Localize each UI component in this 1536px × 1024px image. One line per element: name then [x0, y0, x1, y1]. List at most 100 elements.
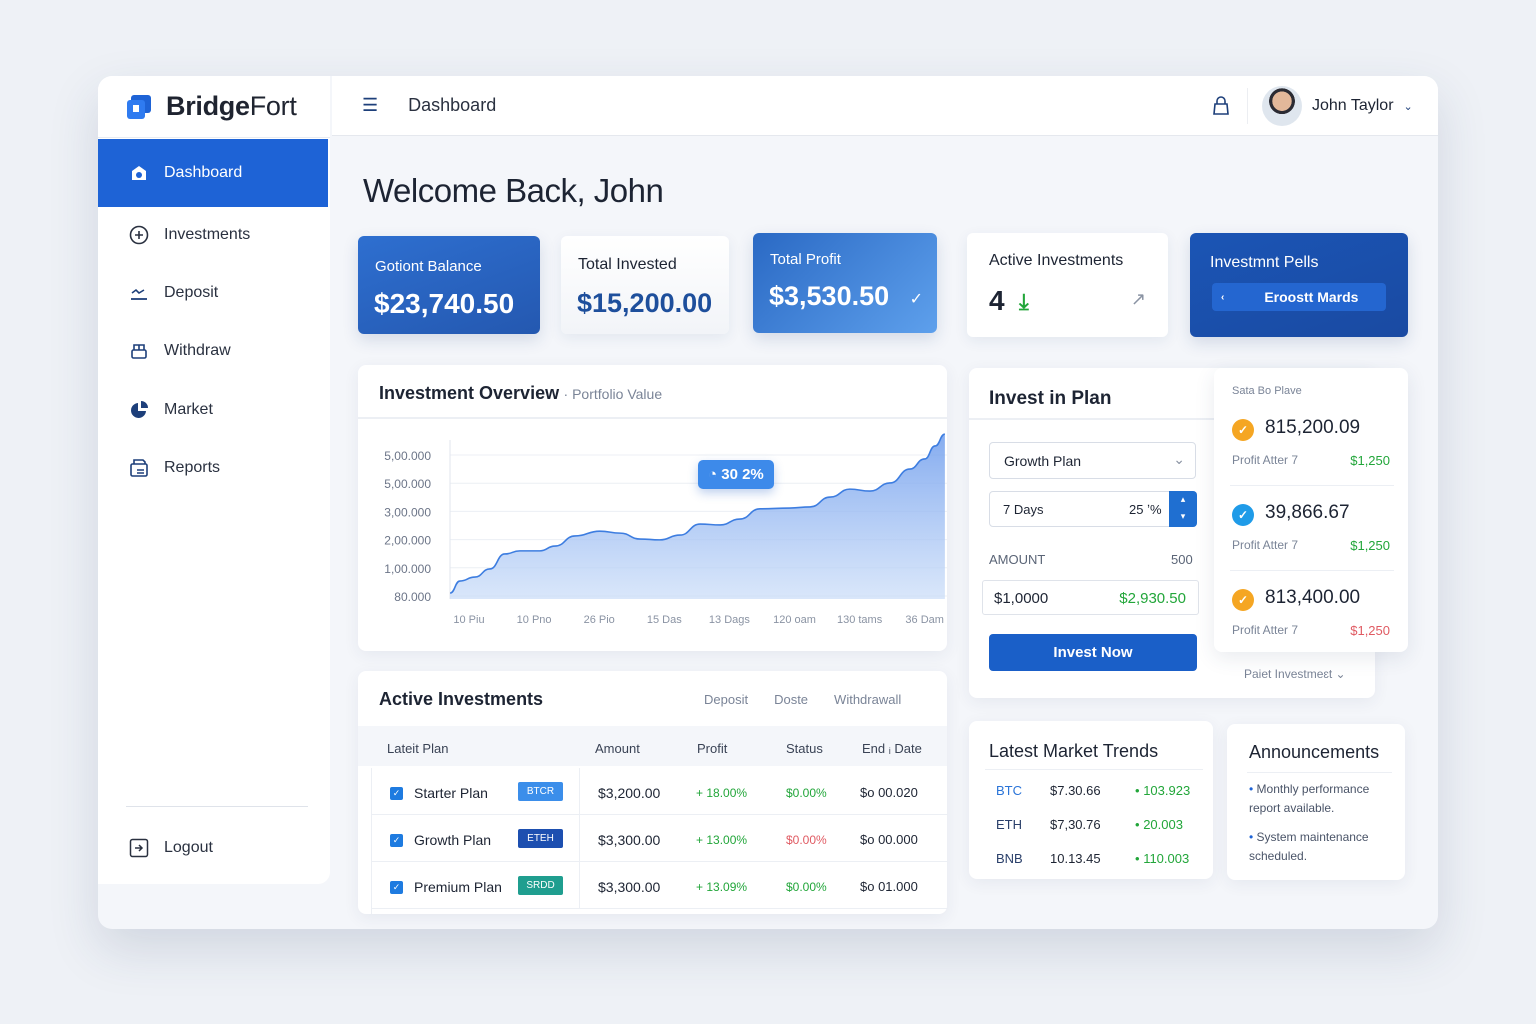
- stat-label: Active Investments: [989, 252, 1124, 269]
- duration-stepper[interactable]: 7 Days 25 ʼ% ▴ ▾: [989, 491, 1197, 527]
- chevron-left-icon: ‹: [1221, 291, 1225, 303]
- x-tick-label: 10 Pno: [517, 614, 552, 626]
- coin-symbol: BTC: [996, 783, 1022, 798]
- x-tick-label: 15 Das: [647, 614, 682, 626]
- check-icon: ✓: [909, 291, 923, 308]
- card-title: Invest in Plan: [989, 388, 1112, 409]
- stat-label: Total Invested: [578, 256, 677, 273]
- stat-value: $15,200.00: [577, 288, 713, 318]
- plan-name: Growth Plan: [414, 832, 492, 848]
- sidebar-item-deposit[interactable]: Deposit: [98, 259, 328, 327]
- brand-name-suffix: Fort: [249, 91, 297, 121]
- x-tick-label: 120 oam: [773, 614, 816, 626]
- end-date-cell: $o 00.020: [860, 785, 918, 800]
- announcement-text: System maintenance scheduled.: [1249, 830, 1369, 863]
- row-checkbox[interactable]: ✓: [390, 834, 403, 847]
- amount-cell: $3,300.00: [598, 879, 661, 895]
- up-dot-icon: •: [1135, 783, 1140, 798]
- plus-circle-icon: [128, 224, 150, 246]
- plan-profit-label: Profit Atter 7: [1232, 538, 1299, 552]
- invest-now-button[interactable]: Invest Now: [989, 634, 1197, 671]
- amount-input[interactable]: $1,0000 $2,930.50: [982, 580, 1199, 615]
- user-menu[interactable]: John Taylor ⌄: [1262, 86, 1413, 126]
- past-investment-link[interactable]: Paiet Investmeɛt ⌄: [1244, 667, 1346, 681]
- logout-button[interactable]: Logout: [98, 814, 328, 882]
- sidebar-item-dashboard[interactable]: Dashboard: [98, 139, 328, 207]
- y-tick-label: 2,00.000: [384, 534, 431, 548]
- table-row[interactable]: ✓ Starter Plan BTCR $3,200.00 + 18.00% $…: [372, 768, 948, 815]
- table-row[interactable]: ✓ Premium Plan SRDD $3,300.00 + 13.09% $…: [372, 862, 948, 909]
- amount-cell: $3,300.00: [598, 832, 661, 848]
- menu-icon[interactable]: ☰: [362, 95, 379, 115]
- row-checkbox[interactable]: ✓: [390, 787, 403, 800]
- x-tick-label: 130 tams: [837, 614, 883, 626]
- coin-symbol: BNB: [996, 851, 1023, 866]
- sidebar-item-investments[interactable]: Investments: [98, 201, 328, 269]
- x-tick-label: 36 Dam: [905, 614, 944, 626]
- sidebar-item-label: Investments: [164, 226, 251, 243]
- avatar: [1262, 86, 1302, 126]
- portfolio-chart: 80.000 1,00.000 2,00.000 3,00.000 5,00.000 5,…: [384, 433, 947, 626]
- announcement-item[interactable]: • System maintenance scheduled.: [1249, 830, 1369, 863]
- card-title: Latest Market Trends: [989, 741, 1159, 761]
- up-dot-icon: •: [1135, 851, 1140, 866]
- stepper-arrows-icon[interactable]: ▴ ▾: [1169, 491, 1197, 527]
- profit-cell: + 18.00%: [696, 786, 748, 800]
- plans-button[interactable]: ‹ Eroostt Mards: [1212, 283, 1386, 311]
- stat-value: $23,740.50: [374, 288, 515, 319]
- sidebar-item-withdraw[interactable]: Withdraw: [98, 317, 328, 385]
- chart-tooltip: ◔ 30 2%: [698, 460, 774, 489]
- bell-icon[interactable]: [1212, 96, 1230, 121]
- area-fill: [450, 434, 945, 599]
- plan-profit-value: $1,250: [1350, 453, 1390, 468]
- coin-price: 10.13.45: [1050, 851, 1101, 866]
- sidebar-item-reports[interactable]: Reports: [98, 434, 328, 502]
- amount-cell: $3,200.00: [598, 785, 661, 801]
- wallet-icon: [128, 340, 150, 362]
- plan-value: 815,200.09: [1265, 417, 1361, 438]
- stat-label: Gotiont Balance: [375, 258, 482, 275]
- active-investments-card: Active Investments Deposit Doste Withdrawa…: [358, 671, 948, 914]
- external-arrow-icon[interactable]: ↗: [1130, 289, 1146, 309]
- stat-label: Total Profit: [770, 251, 841, 268]
- plan-profit-label: Profit Atter 7: [1232, 453, 1299, 467]
- rate-value: 25 ʼ%: [1129, 502, 1162, 517]
- row-checkbox[interactable]: ✓: [390, 881, 403, 894]
- app-window: BridgeFort Dashboard Investments Deposit…: [98, 76, 1438, 929]
- coin-tag: SRDD: [518, 876, 563, 895]
- plan-value: 39,866.67: [1265, 502, 1350, 523]
- table-header: Lateit Plan Amount Profit Status End ᵢ D…: [358, 726, 947, 766]
- logo[interactable]: BridgeFort: [98, 76, 330, 138]
- chevron-down-icon: ⌄: [1173, 451, 1185, 467]
- plan-option[interactable]: ✓ 813,400.00 Profit Atter 7 $1,250: [1214, 583, 1408, 663]
- header-divider: [1247, 88, 1248, 124]
- coin-tag: BTCR: [518, 782, 563, 801]
- stat-value: $3,530.50: [769, 281, 890, 311]
- amount-min: 500: [1171, 552, 1193, 567]
- column-header: Profit: [697, 741, 728, 756]
- x-tick-label: 26 Pio: [584, 614, 615, 626]
- plan-select[interactable]: Growth Plan ⌄: [989, 442, 1196, 479]
- plan-option[interactable]: ✓ 39,866.67 Profit Atter 7 $1,250: [1214, 498, 1408, 578]
- sidebar-item-label: Market: [164, 401, 213, 418]
- announcement-item[interactable]: • Monthly performance report available.: [1249, 782, 1370, 815]
- logo-icon: [127, 94, 151, 119]
- sidebar-item-market[interactable]: Market: [98, 376, 328, 444]
- plans-panel: Sata Bo Plave ✓ 815,200.09 Profit Atter …: [1214, 368, 1408, 652]
- past-investment-label: Paiet Investmeɛt: [1244, 667, 1333, 681]
- series-line: [449, 433, 946, 594]
- table-row[interactable]: ✓ Growth Plan ETEH $3,300.00 + 13.00% $0…: [372, 815, 948, 862]
- profit-cell: + 13.00%: [696, 833, 748, 847]
- end-date-cell: $o 00.000: [860, 832, 918, 847]
- tab-doste[interactable]: Doste: [774, 692, 809, 707]
- user-name: John Taylor: [1312, 97, 1394, 114]
- tab-deposit[interactable]: Deposit: [704, 692, 749, 707]
- invest-now-label: Invest Now: [1053, 644, 1133, 661]
- profit-cell: + 13.09%: [696, 880, 748, 894]
- plan-option[interactable]: ✓ 815,200.09 Profit Atter 7 $1,250: [1214, 413, 1408, 493]
- card-title: Active Investments: [379, 689, 544, 709]
- tab-withdrawal[interactable]: Withdrawall: [834, 692, 902, 707]
- x-tick-label: 13 Dags: [709, 614, 750, 626]
- up-dot-icon: •: [1135, 817, 1140, 832]
- stat-card-plans: Investmnt Pells ‹ Eroostt Mards: [1190, 233, 1408, 337]
